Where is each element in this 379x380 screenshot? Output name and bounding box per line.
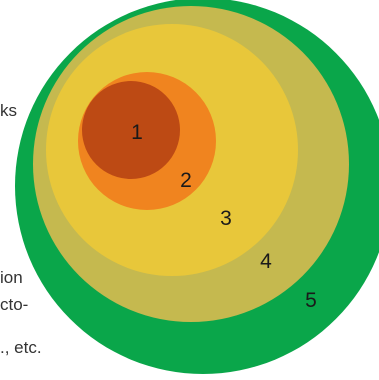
ring-label-4: 4	[260, 250, 272, 273]
clipped-text-ks: ks	[0, 101, 17, 120]
ring-label-5: 5	[305, 289, 317, 312]
ring-label-3: 3	[220, 207, 232, 230]
clipped-text-cto: cto-	[0, 295, 29, 314]
ring-1-circle	[82, 81, 180, 179]
clipped-text-ion: ion	[0, 268, 23, 287]
ring-label-1: 1	[131, 121, 143, 144]
clipped-text-etc: ., etc.	[0, 338, 42, 357]
ring-label-2: 2	[180, 169, 192, 192]
